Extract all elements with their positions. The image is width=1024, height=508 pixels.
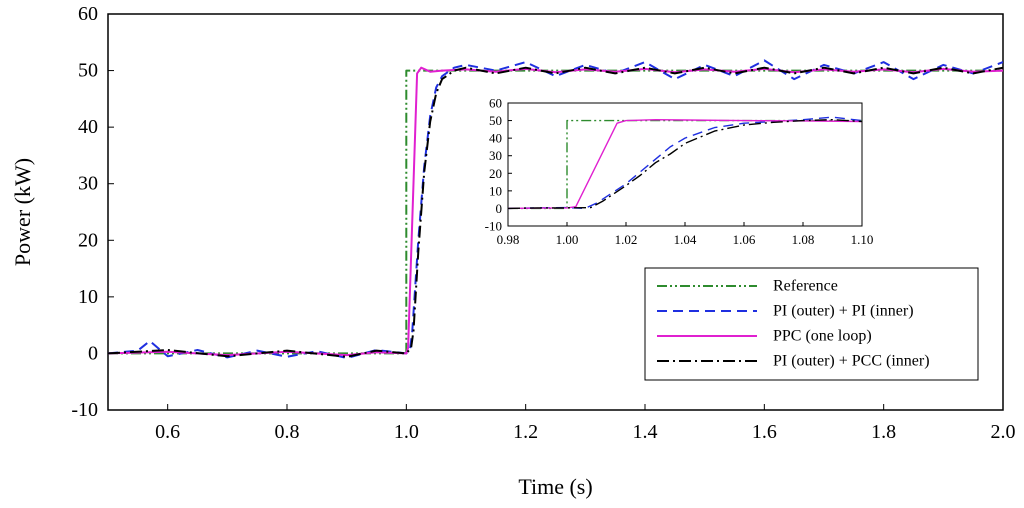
- inset-y-tick-label: -10: [485, 219, 502, 234]
- inset-y-tick-label: 20: [489, 166, 502, 181]
- inset-y-tick-label: 50: [489, 113, 502, 128]
- inset-y-tick-label: 60: [489, 96, 502, 111]
- main-series-line-1: [108, 69, 1003, 355]
- legend-label-3: PPC (one loop): [773, 328, 872, 345]
- main-x-tick-label: 0.8: [275, 421, 300, 443]
- main-plot-frame: [107, 13, 1004, 411]
- inset-x-tick-label: 1.06: [733, 232, 756, 247]
- main-y-tick-label: 50: [78, 60, 98, 82]
- inset-x-tick-label: 1.08: [792, 232, 815, 247]
- inset-x-tick-label: 1.00: [556, 232, 579, 247]
- main-y-tick-label: 60: [78, 3, 98, 25]
- inset-series-line-4: [508, 118, 862, 210]
- inset-x-tick-label: 1.10: [851, 232, 874, 247]
- y-axis-label: Power (kW): [10, 158, 35, 266]
- main-x-tick-label: 1.2: [513, 421, 538, 443]
- main-series-line-3: [108, 66, 1003, 357]
- inset-y-tick-label: 30: [489, 148, 502, 163]
- main-x-tick-label: 2.0: [991, 421, 1016, 443]
- inset-y-tick-label: 40: [489, 131, 502, 146]
- main-x-tick-label: 1.8: [871, 421, 896, 443]
- inset-y-tick-label: 10: [489, 183, 502, 198]
- main-x-tick-label: 1.6: [752, 421, 777, 443]
- legend-label-2: PI (outer) + PI (inner): [773, 303, 914, 320]
- inset-background: [468, 95, 872, 258]
- main-x-tick-label: 1.4: [633, 421, 658, 443]
- main-series-group: [108, 59, 1003, 359]
- x-axis-label: Time (s): [518, 474, 592, 499]
- main-x-tick-label: 1.0: [394, 421, 419, 443]
- inset-x-tick-label: 0.98: [497, 232, 520, 247]
- main-x-tick-label: 0.6: [155, 421, 180, 443]
- inset-series-group: [508, 116, 862, 210]
- main-y-tick-label: 10: [78, 286, 98, 308]
- main-y-tick-label: 30: [78, 173, 98, 195]
- inset-x-tick-label: 1.04: [674, 232, 697, 247]
- inset-x-tick-label: 1.02: [615, 232, 638, 247]
- legend-label-1: Reference: [773, 278, 838, 295]
- legend-box: [644, 267, 979, 381]
- main-series-line-4: [108, 66, 1003, 358]
- main-y-tick-label: 0: [88, 342, 98, 364]
- legend-label-4: PI (outer) + PCC (inner): [773, 353, 930, 370]
- main-y-tick-label: 20: [78, 229, 98, 251]
- inset-y-tick-label: 0: [496, 201, 503, 216]
- main-y-tick-label: 40: [78, 116, 98, 138]
- main-y-tick-label: -10: [71, 399, 98, 421]
